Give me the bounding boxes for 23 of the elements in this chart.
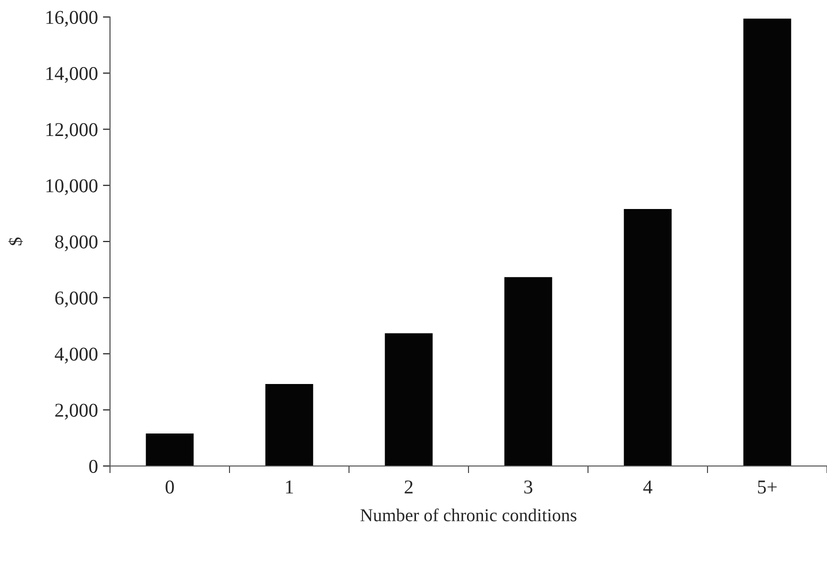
y-tick-label: 6,000 xyxy=(55,291,98,308)
bar xyxy=(146,433,194,466)
y-tick-label: 14,000 xyxy=(46,66,98,83)
x-tick-label: 0 xyxy=(166,480,174,494)
y-tick-label: 4,000 xyxy=(54,348,98,364)
y-tick-label: 8,000 xyxy=(55,235,98,252)
bar xyxy=(265,384,314,466)
x-tick-label: 3 xyxy=(524,480,532,494)
bar xyxy=(504,277,552,466)
bar xyxy=(384,333,433,466)
y-tick-label: 0 xyxy=(89,460,98,473)
y-tick-label: 16,000 xyxy=(46,10,98,27)
bar xyxy=(743,18,792,466)
x-axis-title: Number of chronic conditions xyxy=(360,508,576,522)
x-tick-label: 2 xyxy=(404,480,413,494)
bar xyxy=(624,208,672,466)
y-tick-label: 10,000 xyxy=(46,179,98,196)
y-tick-label: 12,000 xyxy=(46,123,98,139)
x-tick-label: 4 xyxy=(643,480,652,494)
y-axis-title: $ xyxy=(8,238,23,246)
x-tick-label: 5+ xyxy=(758,480,777,494)
x-tick-label: 1 xyxy=(286,480,293,494)
y-tick-label: 2,000 xyxy=(55,404,98,420)
